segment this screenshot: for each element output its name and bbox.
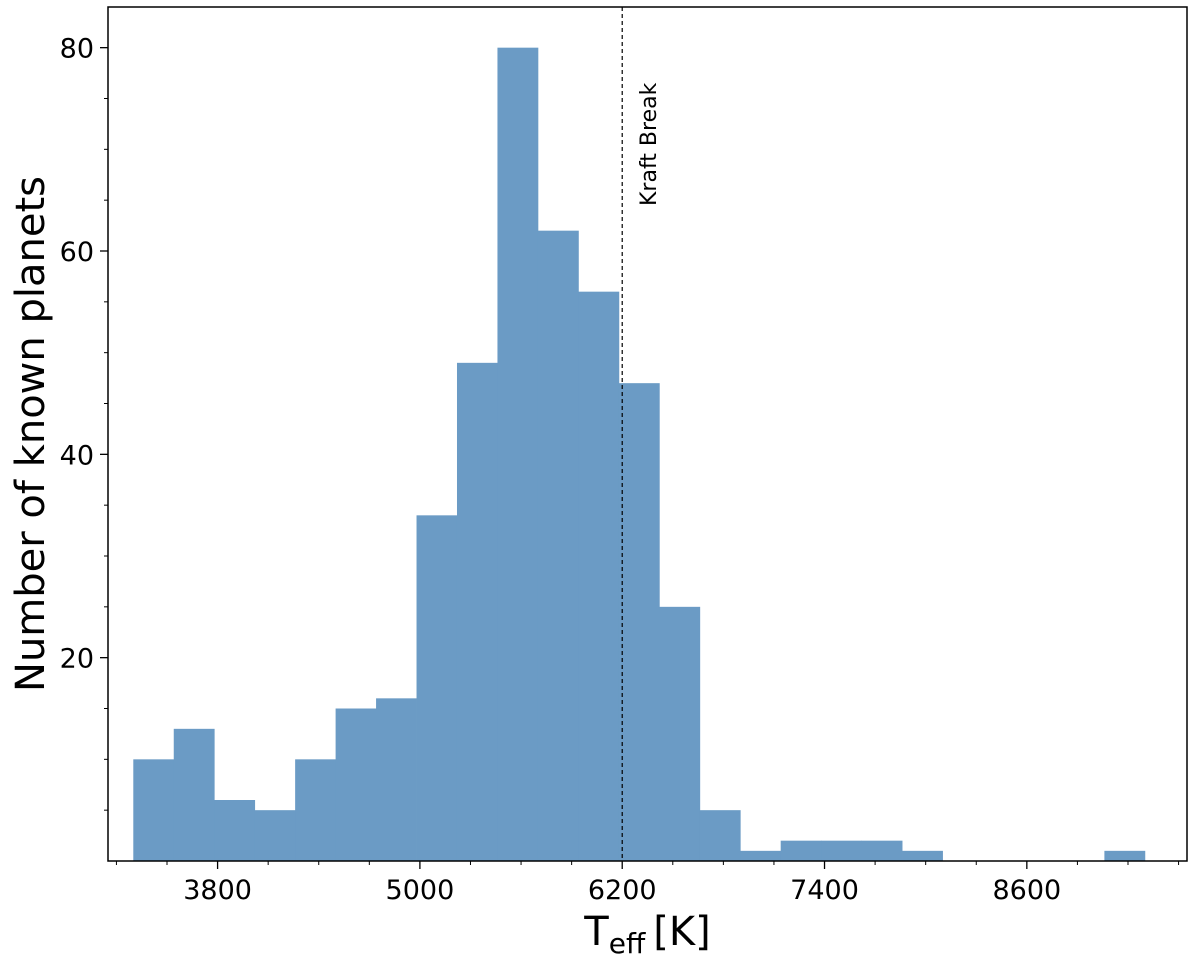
x-tick-label-0: 3800	[183, 875, 252, 906]
histogram-bar-18	[861, 840, 903, 861]
histogram-bar-24	[1104, 850, 1146, 861]
y-tick-label-2: 60	[60, 237, 94, 268]
histogram-bar-14	[699, 810, 741, 861]
histogram-bar-6	[376, 698, 417, 861]
histogram-bar-0	[133, 759, 175, 861]
histogram-bar-19	[902, 850, 943, 861]
histogram-bar-16	[780, 840, 822, 861]
histogram-bar-10	[537, 230, 579, 861]
x-axis-label-main: T	[583, 909, 609, 955]
histogram-bar-9	[497, 47, 539, 861]
histogram-bar-15	[740, 850, 782, 861]
histogram-bar-4	[295, 759, 337, 861]
x-tick-label-2: 6200	[588, 875, 657, 906]
y-axis-label: Number of known planets	[8, 176, 54, 692]
histogram-bar-2	[214, 800, 256, 861]
plot-frame	[107, 6, 1188, 862]
x-axis-label-unit: [K]	[653, 909, 710, 955]
x-tick-label-4: 8600	[992, 875, 1061, 906]
histogram-bar-17	[821, 840, 863, 861]
histogram-bar-11	[578, 291, 620, 862]
histogram-bar-7	[416, 515, 458, 861]
y-tick-label-1: 40	[60, 440, 94, 471]
histogram-bar-1	[173, 728, 215, 861]
y-tick-label-0: 20	[60, 644, 94, 675]
histogram-bar-8	[456, 362, 498, 861]
y-tick-label-3: 80	[60, 34, 94, 65]
histogram-bar-5	[335, 708, 377, 861]
x-tick-label-3: 7400	[790, 875, 859, 906]
histogram-bars	[133, 47, 1146, 862]
kraft-break-label: Kraft Break	[637, 82, 662, 206]
x-axis-ticks: 3800 5000 6200 7400 8600	[115, 861, 1180, 906]
x-tick-label-1: 5000	[386, 875, 455, 906]
x-axis-label: Teff [K]	[583, 909, 710, 957]
histogram-bar-12	[618, 383, 660, 861]
x-axis-label-subscript: eff	[609, 927, 646, 957]
y-axis-ticks: 20 40 60 80	[60, 34, 108, 811]
histogram-bar-3	[254, 810, 296, 861]
histogram-bar-13	[659, 606, 701, 861]
